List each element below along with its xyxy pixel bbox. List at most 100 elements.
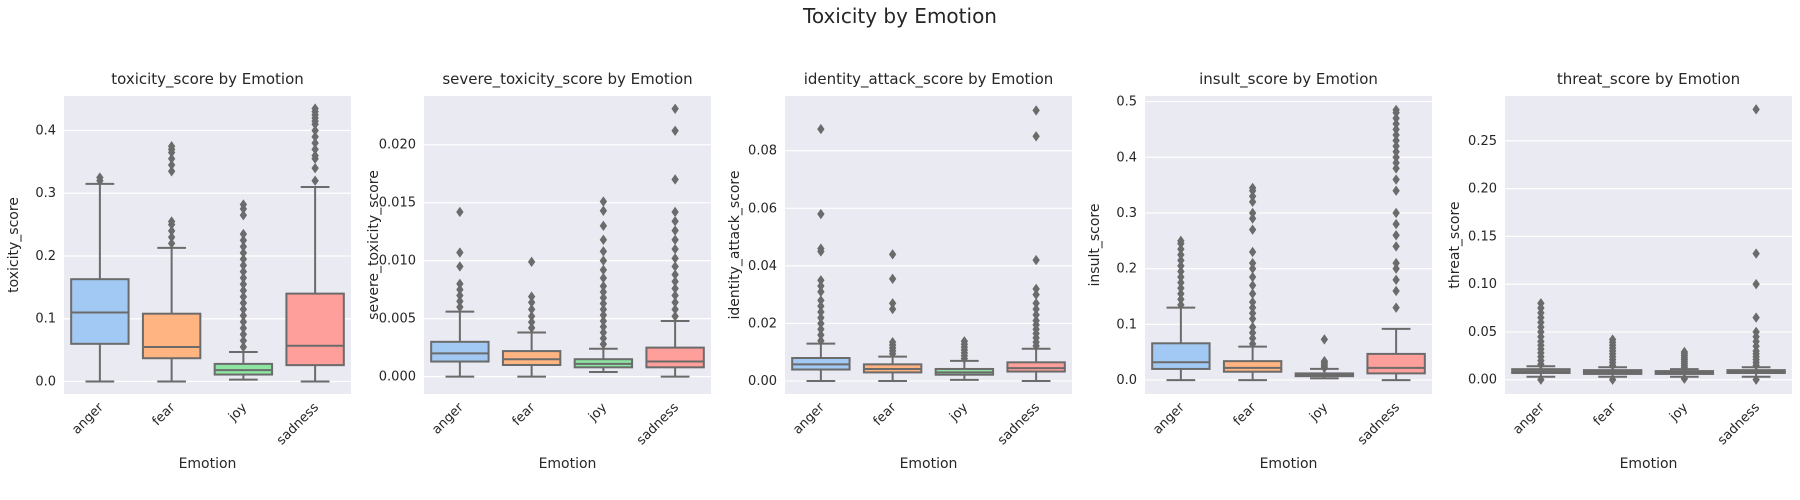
outlier-point <box>817 275 825 286</box>
y-tick-label: 0.3 <box>35 186 56 201</box>
outlier-point <box>167 238 176 249</box>
y-tick-label: 0.1 <box>35 312 56 327</box>
y-tick-label: 0.3 <box>1116 206 1137 221</box>
y-tick-label: 0.00 <box>748 374 777 389</box>
outlier-point <box>1752 326 1760 338</box>
x-tick-label: fear <box>1231 400 1260 429</box>
outlier-point <box>527 304 536 315</box>
outlier-point <box>671 261 679 272</box>
x-tick-label: anger <box>1510 400 1548 438</box>
outlier-point <box>527 322 536 334</box>
box-sadness <box>1006 361 1066 373</box>
x-axis-label: Emotion <box>900 456 958 472</box>
outlier-point <box>1177 299 1185 311</box>
outlier-point <box>1177 243 1185 255</box>
outlier-point <box>599 205 608 216</box>
plot-area <box>1505 96 1792 394</box>
y-tick-label: 0.2 <box>1116 262 1137 277</box>
outlier-point <box>817 300 825 312</box>
outlier-point <box>1177 288 1185 299</box>
y-axis-label: toxicity_score <box>6 197 22 293</box>
figure-title: Toxicity by Emotion <box>803 4 997 28</box>
x-tick-label: fear <box>510 400 539 429</box>
y-tick-label: 0.06 <box>748 201 777 216</box>
outlier-point <box>1392 174 1400 185</box>
x-tick-label: sadness <box>1715 400 1763 448</box>
chart-panel: 0.0 0.1 0.2 0.3 0.4 0.5 anger fear joy sadness ins… <box>1087 70 1432 472</box>
y-tick-label: 0.2 <box>35 249 56 264</box>
outlier-point <box>167 231 176 243</box>
outlier-point <box>1392 274 1400 286</box>
box-anger <box>430 340 490 363</box>
outlier-point <box>599 196 608 207</box>
outlier-point <box>1752 278 1760 290</box>
outlier-point <box>167 166 176 177</box>
outlier-point <box>671 269 679 280</box>
x-tick-label: anger <box>429 400 467 438</box>
outlier-point <box>671 206 679 218</box>
outlier-point <box>599 272 608 284</box>
chart-panel: 0.000 0.005 0.010 0.015 0.020 anger fear joy sad… <box>366 70 711 472</box>
outlier-point <box>239 329 248 340</box>
outlier-point <box>671 225 679 236</box>
outlier-point <box>311 103 319 114</box>
outlier-point <box>817 329 825 341</box>
outlier-point <box>1248 296 1257 308</box>
outlier-point <box>527 316 536 328</box>
outlier-point <box>1032 315 1040 326</box>
y-tick-label: 0.02 <box>748 316 777 331</box>
outlier-point <box>1392 207 1400 219</box>
outlier-point <box>1752 248 1760 259</box>
outlier-point <box>456 278 464 290</box>
x-axis-label: Emotion <box>1260 456 1318 472</box>
y-tick-label: 0.4 <box>35 124 56 139</box>
outlier-point <box>1032 303 1040 315</box>
y-tick-label: 0.020 <box>379 138 416 153</box>
outlier-point <box>1392 124 1400 135</box>
y-tick-label: 0.4 <box>1116 150 1137 165</box>
chart-title: threat_score by Emotion <box>1557 70 1740 89</box>
outlier-point <box>96 172 104 183</box>
outlier-point <box>239 285 248 296</box>
outlier-point <box>671 234 679 245</box>
outlier-point <box>167 159 176 171</box>
outlier-point <box>239 228 248 240</box>
x-axis-label: Emotion <box>1620 456 1678 472</box>
outlier-point <box>167 140 176 152</box>
outlier-point <box>1177 235 1185 247</box>
outlier-point <box>167 216 176 227</box>
y-tick-label: 0.0 <box>35 374 56 389</box>
outlier-point <box>456 290 464 301</box>
outlier-point <box>599 321 608 332</box>
outlier-point <box>817 280 825 292</box>
x-tick-label: fear <box>871 400 900 429</box>
outlier-point <box>888 298 897 309</box>
outlier-point <box>888 249 897 260</box>
outlier-point <box>1032 254 1040 266</box>
outlier-point <box>167 225 176 237</box>
y-axis-label: severe_toxicity_score <box>366 170 382 320</box>
outlier-point <box>1248 302 1257 313</box>
outlier-point <box>311 175 319 186</box>
outlier-point <box>311 150 319 161</box>
x-tick-label: joy <box>946 400 971 425</box>
outlier-point <box>1248 313 1257 324</box>
outlier-point <box>671 290 679 301</box>
outlier-point <box>1032 105 1040 116</box>
outlier-point <box>817 123 825 135</box>
outlier-point <box>1320 355 1329 367</box>
outlier-point <box>671 297 679 308</box>
outlier-point <box>311 144 319 155</box>
outlier-point <box>1248 257 1257 269</box>
outlier-point <box>671 253 679 264</box>
outlier-point <box>599 234 608 245</box>
outlier-point <box>1392 129 1400 141</box>
outlier-point <box>1320 334 1329 345</box>
chart-title: insult_score by Emotion <box>1199 70 1378 89</box>
outlier-point <box>1392 118 1400 130</box>
outlier-point <box>1032 289 1040 300</box>
outlier-point <box>599 220 608 232</box>
outlier-point <box>1248 263 1257 274</box>
outlier-point <box>1248 207 1257 219</box>
